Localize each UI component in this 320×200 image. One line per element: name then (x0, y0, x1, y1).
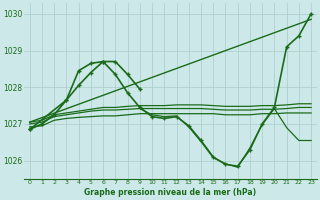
X-axis label: Graphe pression niveau de la mer (hPa): Graphe pression niveau de la mer (hPa) (84, 188, 256, 197)
